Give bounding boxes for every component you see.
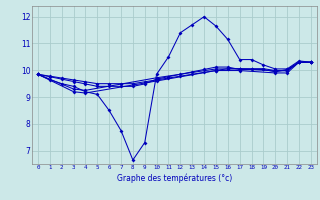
X-axis label: Graphe des températures (°c): Graphe des températures (°c) <box>117 173 232 183</box>
